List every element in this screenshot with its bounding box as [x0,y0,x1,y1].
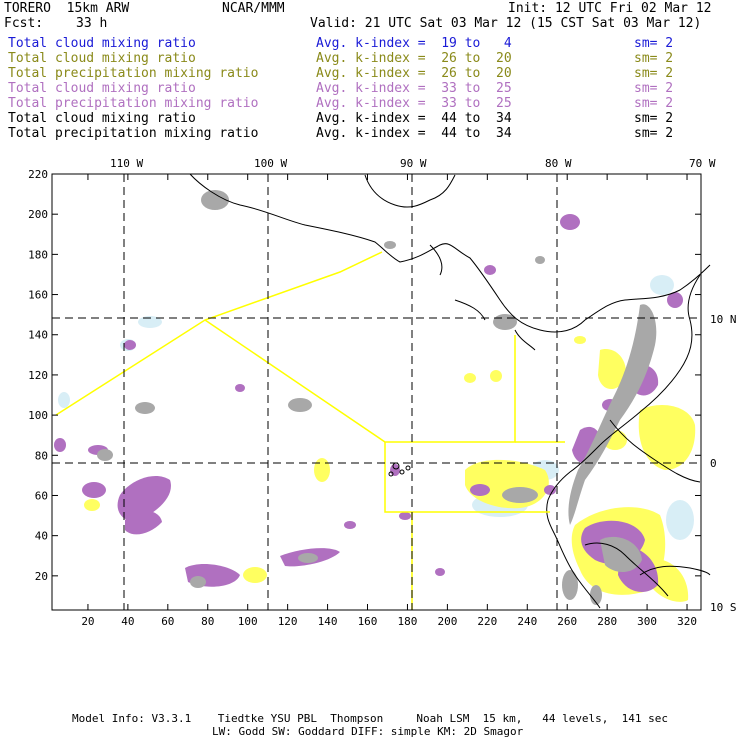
init-time: Init: 12 UTC Fri 02 Mar 12 [508,1,712,16]
x-tick-label: 180 [398,615,418,628]
forecast-hour: 33 h [76,16,108,31]
map-frame [51,173,702,611]
purple-areas [54,214,683,593]
legend-field: Total precipitation mixing ratio [8,66,259,81]
eez-boundaries [55,251,565,610]
y-tick-label: 200 [28,208,48,221]
y-tick-label: 120 [28,369,48,382]
latitude-label: 10 N [710,313,737,326]
latitude-labels: 10 N 0 10 S [710,313,737,614]
latitude-label: 0 [710,457,717,470]
x-tick-label: 280 [597,615,617,628]
longitude-label: 80 W [545,157,572,170]
longitude-label: 100 W [254,157,287,170]
y-tick-label: 160 [28,289,48,302]
legend-field: Total cloud mixing ratio [8,111,196,126]
legend-smoothing: sm= 2 [634,111,674,126]
legend-smoothing: sm= 2 [634,66,674,81]
legend-kindex: Avg. k-index = 19 to 4 [316,36,512,51]
legend-smoothing: sm= 2 [634,126,674,141]
x-tick-label: 220 [477,615,497,628]
valid-time: Valid: 21 UTC Sat 03 Mar 12 (15 CST Sat … [310,16,702,31]
x-tick-label: 100 [238,615,258,628]
center-name: NCAR/MMM [222,1,285,16]
legend-kindex: Avg. k-index = 33 to 25 [316,81,512,96]
legend-field: Total precipitation mixing ratio [8,96,259,111]
forecast-label: Fcst: [4,16,44,31]
longitude-labels: 110 W 100 W 90 W 80 W 70 W [110,157,716,170]
x-tick-label: 120 [278,615,298,628]
legend-kindex: Avg. k-index = 26 to 20 [316,51,512,66]
latitude-label: 10 S [710,601,737,614]
x-tick-label: 60 [161,615,174,628]
legend-kindex: Avg. k-index = 44 to 34 [316,126,512,141]
model-info: Model Info: V3.3.1 Tiedtke YSU PBL Thomp… [72,712,669,725]
y-axis: 220 200 180 160 140 120 100 80 60 40 20 [28,168,701,583]
x-tick-label: 80 [201,615,214,628]
legend-smoothing: sm= 2 [634,96,674,111]
x-tick-label: 160 [358,615,378,628]
legend-field: Total precipitation mixing ratio [8,126,259,141]
legend-kindex: Avg. k-index = 26 to 20 [316,66,512,81]
x-tick-label: 240 [517,615,537,628]
y-tick-label: 80 [35,449,48,462]
x-axis: 20 40 60 80 100 120 140 160 180 200 220 240 260 280 30… [81,174,697,628]
lat-lon-grid [52,174,701,610]
y-tick-label: 40 [35,530,48,543]
legend-kindex: Avg. k-index = 33 to 25 [316,96,512,111]
x-tick-label: 40 [121,615,134,628]
model-title: TORERO 15km ARW [4,1,130,16]
legend-field: Total cloud mixing ratio [8,51,196,66]
x-tick-label: 300 [637,615,657,628]
legend-field: Total cloud mixing ratio [8,36,196,51]
longitude-label: 90 W [400,157,427,170]
y-tick-label: 20 [35,570,48,583]
physics-info: LW: Godd SW: Goddard DIFF: simple KM: 2D… [212,725,524,738]
gray-areas [97,190,657,605]
x-tick-label: 200 [437,615,457,628]
legend-smoothing: sm= 2 [634,36,674,51]
forecast-map: 110 W 100 W 90 W 80 W 70 W 10 N 0 10 S [28,157,737,628]
y-tick-label: 100 [28,409,48,422]
x-tick-label: 20 [81,615,94,628]
y-tick-label: 140 [28,329,48,342]
legend-kindex: Avg. k-index = 44 to 34 [316,111,512,126]
legend-smoothing: sm= 2 [634,81,674,96]
y-tick-label: 180 [28,248,48,261]
x-tick-label: 320 [677,615,697,628]
longitude-label: 70 W [689,157,716,170]
legend-field: Total cloud mixing ratio [8,81,196,96]
y-tick-label: 220 [28,168,48,181]
x-tick-label: 260 [557,615,577,628]
legend-smoothing: sm= 2 [634,51,674,66]
y-tick-label: 60 [35,489,48,502]
x-tick-label: 140 [318,615,338,628]
longitude-label: 110 W [110,157,143,170]
